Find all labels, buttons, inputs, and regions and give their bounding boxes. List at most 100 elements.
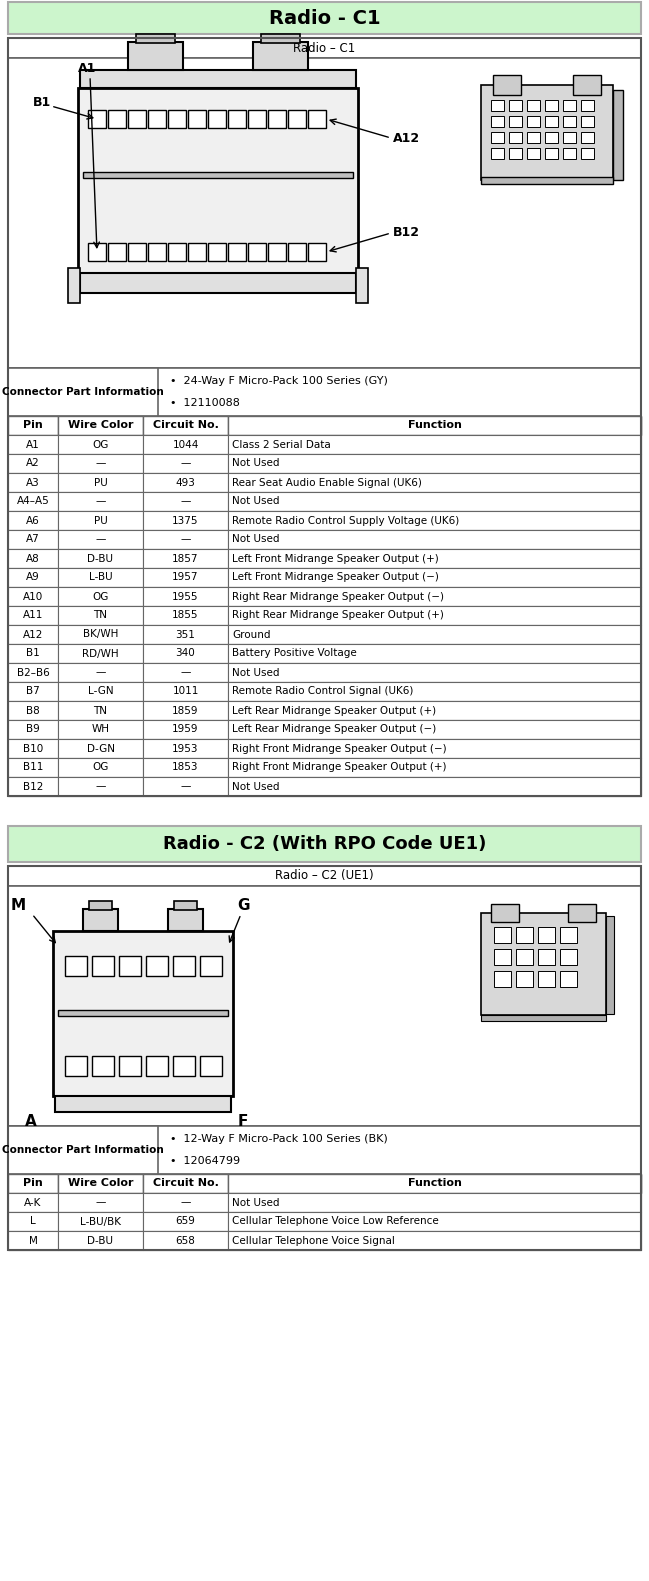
Bar <box>228 587 641 606</box>
Text: •  24-Way F Micro-Pack 100 Series (GY): • 24-Way F Micro-Pack 100 Series (GY) <box>170 376 388 386</box>
Bar <box>560 971 577 987</box>
Bar <box>8 1232 641 1251</box>
Bar <box>58 454 143 473</box>
Bar <box>568 904 596 922</box>
Bar <box>563 131 576 142</box>
Bar <box>143 606 228 624</box>
Bar <box>228 624 641 643</box>
Bar <box>143 1194 228 1213</box>
Bar <box>8 454 58 473</box>
Text: Left Front Midrange Speaker Output (−): Left Front Midrange Speaker Output (−) <box>232 572 439 582</box>
Text: Wire Color: Wire Color <box>67 1178 133 1189</box>
Text: B12: B12 <box>23 781 43 792</box>
Bar <box>228 111 246 128</box>
Bar <box>516 949 533 964</box>
Bar <box>58 1232 143 1251</box>
Bar <box>581 115 594 126</box>
Text: Connector Part Information: Connector Part Information <box>2 1145 164 1156</box>
Text: Right Rear Midrange Speaker Output (−): Right Rear Midrange Speaker Output (−) <box>232 591 444 601</box>
Bar <box>308 111 326 128</box>
Bar <box>188 111 206 128</box>
Bar <box>8 473 641 492</box>
Bar <box>228 568 641 587</box>
Bar <box>8 435 58 454</box>
Text: Remote Radio Control Supply Voltage (UK6): Remote Radio Control Supply Voltage (UK6… <box>232 515 459 525</box>
Bar <box>8 530 58 549</box>
Bar <box>8 606 641 624</box>
Text: B8: B8 <box>26 705 40 716</box>
Text: Not Used: Not Used <box>232 781 280 792</box>
Text: B7: B7 <box>26 686 40 697</box>
Text: 1955: 1955 <box>172 591 199 601</box>
Bar <box>58 643 143 662</box>
Bar <box>8 492 641 511</box>
Bar <box>8 2 641 35</box>
Text: —: — <box>180 1197 191 1208</box>
Bar <box>58 568 143 587</box>
Bar <box>58 776 143 795</box>
Bar <box>8 700 58 719</box>
Text: Connector Part Information: Connector Part Information <box>2 387 164 397</box>
Bar <box>545 131 558 142</box>
Text: 1011: 1011 <box>173 686 199 697</box>
Bar <box>8 1126 641 1175</box>
Bar <box>58 1175 143 1194</box>
Bar <box>146 957 168 975</box>
Text: B2–B6: B2–B6 <box>17 667 49 678</box>
Bar <box>481 912 606 1015</box>
Bar <box>83 172 353 179</box>
Bar <box>92 957 114 975</box>
Bar <box>200 1056 222 1077</box>
Bar <box>228 473 641 492</box>
Text: OG: OG <box>92 440 108 449</box>
Text: •  12-Way F Micro-Pack 100 Series (BK): • 12-Way F Micro-Pack 100 Series (BK) <box>170 1135 387 1145</box>
Bar <box>108 243 126 261</box>
Text: B11: B11 <box>23 762 43 773</box>
Text: WH: WH <box>92 724 110 735</box>
Bar <box>8 454 641 473</box>
Bar <box>288 111 306 128</box>
Text: Not Used: Not Used <box>232 667 280 678</box>
Bar <box>308 243 326 261</box>
Bar <box>128 43 183 70</box>
Bar <box>493 74 521 95</box>
Bar <box>148 243 166 261</box>
Bar <box>143 530 228 549</box>
Bar <box>143 776 228 795</box>
Bar <box>55 1096 231 1111</box>
Bar <box>58 473 143 492</box>
Bar <box>8 38 641 58</box>
Bar <box>208 111 226 128</box>
Bar <box>58 662 143 681</box>
Bar <box>545 100 558 111</box>
Bar <box>356 269 368 304</box>
Text: 1044: 1044 <box>173 440 199 449</box>
Bar <box>8 1213 641 1232</box>
Bar <box>8 738 58 757</box>
Bar <box>8 1213 58 1232</box>
Bar <box>563 115 576 126</box>
Bar <box>228 738 641 757</box>
Bar <box>168 243 186 261</box>
Bar <box>143 681 228 700</box>
Bar <box>143 549 228 568</box>
Text: A1: A1 <box>26 440 40 449</box>
Text: —: — <box>180 534 191 544</box>
Bar <box>228 1194 641 1213</box>
Text: Cellular Telephone Voice Low Reference: Cellular Telephone Voice Low Reference <box>232 1216 439 1227</box>
Text: Circuit No.: Circuit No. <box>153 1178 219 1189</box>
Text: A4–A5: A4–A5 <box>17 496 49 506</box>
Text: —: — <box>180 781 191 792</box>
Bar <box>188 243 206 261</box>
Bar <box>8 643 58 662</box>
Bar <box>516 971 533 987</box>
Bar <box>563 149 576 160</box>
Bar <box>58 511 143 530</box>
Bar <box>8 1194 58 1213</box>
Text: 1375: 1375 <box>172 515 199 525</box>
Bar <box>581 100 594 111</box>
Bar <box>509 115 522 126</box>
Bar <box>8 825 641 862</box>
Bar <box>146 1056 168 1077</box>
Text: 1855: 1855 <box>172 610 199 620</box>
